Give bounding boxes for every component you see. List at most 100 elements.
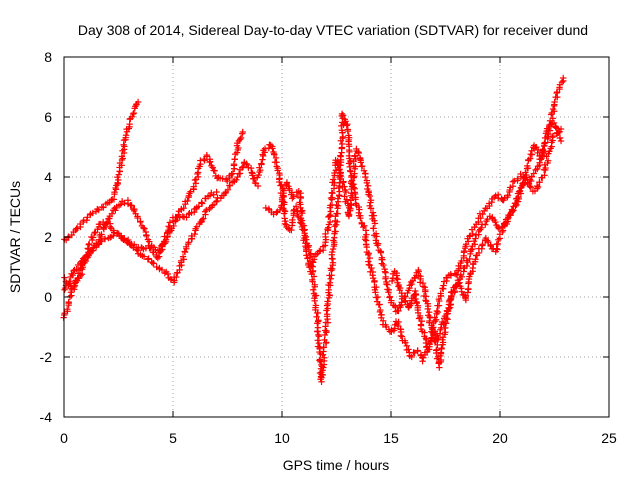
data-marker-track-e: [315, 339, 323, 347]
data-marker-track-c: [150, 260, 157, 267]
data-marker-track-d: [84, 245, 91, 252]
data-marker-track-g: [431, 337, 438, 344]
data-marker-track-e: [328, 248, 336, 256]
data-marker-track-f: [349, 180, 356, 188]
data-marker-track-c: [173, 273, 180, 281]
data-marker-track-g: [499, 227, 507, 234]
data-marker-track-c: [198, 216, 206, 224]
data-marker-track-e: [288, 226, 295, 234]
data-marker-track-f: [492, 218, 499, 226]
data-marker-track-e: [560, 74, 567, 82]
data-marker-track-e: [332, 228, 339, 235]
data-marker-track-a: [134, 98, 142, 106]
data-marker-track-g: [433, 355, 441, 362]
x-tick-label: 15: [383, 430, 399, 446]
data-marker-track-e: [321, 354, 328, 361]
data-marker-track-e: [528, 173, 536, 181]
data-marker-track-c: [101, 235, 109, 242]
data-marker-track-f: [367, 199, 374, 206]
data-marker-track-e: [408, 353, 415, 361]
data-marker-track-c: [145, 255, 152, 262]
data-marker-track-b: [190, 183, 197, 190]
data-marker-track-f: [546, 148, 553, 155]
data-marker-track-b: [134, 214, 141, 222]
data-marker-track-b: [229, 170, 237, 177]
data-marker-track-c: [226, 182, 233, 189]
data-marker-track-f: [534, 183, 542, 191]
data-marker-track-c: [73, 266, 80, 273]
data-marker-track-f: [357, 159, 365, 166]
data-marker-track-e: [267, 141, 274, 149]
data-marker-track-d: [166, 228, 174, 236]
data-marker-track-e: [440, 282, 447, 289]
data-marker-track-c: [238, 164, 246, 171]
y-tick-label: 2: [44, 229, 52, 245]
data-marker-track-e: [258, 160, 265, 167]
data-marker-track-e: [491, 194, 498, 201]
data-marker-track-f: [457, 271, 464, 279]
data-marker-track-d: [121, 235, 128, 243]
data-marker-track-f: [330, 176, 337, 183]
data-marker-track-f: [380, 261, 387, 269]
data-marker-track-b: [201, 157, 208, 164]
data-marker-track-d: [171, 218, 179, 225]
data-marker-track-b: [211, 167, 218, 175]
data-marker-track-e: [314, 309, 321, 317]
data-marker-track-e: [281, 220, 289, 228]
data-marker-track-g: [465, 285, 472, 293]
data-marker-track-e: [372, 289, 379, 296]
data-marker-track-g: [401, 293, 408, 300]
data-marker-track-a: [129, 110, 137, 118]
data-marker-track-f: [424, 305, 431, 313]
data-marker-track-f: [290, 193, 297, 200]
data-marker-track-g: [522, 169, 529, 176]
data-marker-track-b: [219, 175, 226, 182]
data-marker-track-g: [512, 202, 519, 210]
data-marker-track-g: [462, 292, 470, 300]
data-marker-track-e: [357, 214, 364, 222]
data-marker-track-e: [280, 210, 288, 217]
data-marker-track-g: [455, 280, 462, 287]
data-marker-track-f: [342, 188, 350, 196]
data-marker-track-g: [416, 314, 424, 322]
data-marker-track-e: [344, 127, 352, 135]
data-marker-track-d: [198, 199, 205, 206]
data-marker-track-e: [359, 223, 367, 231]
data-marker-track-e: [314, 328, 321, 335]
data-marker-track-f: [426, 314, 434, 321]
x-tick-label: 20: [492, 430, 508, 446]
data-marker-track-g: [444, 316, 451, 323]
data-marker-track-f: [381, 268, 389, 275]
data-marker-track-f: [322, 230, 329, 238]
data-marker-track-f: [326, 212, 333, 220]
data-marker-track-c: [144, 256, 152, 263]
data-marker-track-g: [516, 187, 524, 194]
data-marker-track-e: [314, 337, 321, 344]
data-marker-track-e: [327, 265, 334, 272]
data-marker-track-d: [66, 279, 74, 287]
data-marker-track-b: [146, 238, 153, 245]
data-marker-track-c: [206, 205, 213, 213]
data-marker-track-c: [185, 239, 192, 246]
data-marker-track-g: [503, 220, 510, 228]
data-marker-track-f: [304, 255, 311, 262]
data-marker-track-f: [451, 287, 458, 295]
data-marker-track-f: [364, 182, 372, 189]
data-marker-track-g: [544, 133, 551, 140]
data-marker-track-d: [89, 234, 97, 241]
data-marker-track-c: [248, 169, 255, 176]
data-marker-track-b: [239, 128, 246, 136]
data-marker-track-d: [103, 218, 111, 226]
y-axis-label: SDTVAR / TECUs: [7, 181, 23, 293]
data-marker-track-b: [154, 254, 162, 262]
data-marker-track-e: [437, 290, 444, 297]
data-marker-track-a: [95, 206, 102, 214]
y-tick-label: -4: [40, 409, 53, 425]
y-tick-labels: -4 -2 0 2 4 6 8: [40, 49, 53, 425]
data-marker-track-f: [273, 209, 280, 216]
data-marker-track-e: [339, 112, 347, 119]
data-marker-track-f: [262, 204, 270, 212]
data-marker-track-f: [351, 152, 359, 159]
data-marker-track-e: [337, 152, 344, 159]
